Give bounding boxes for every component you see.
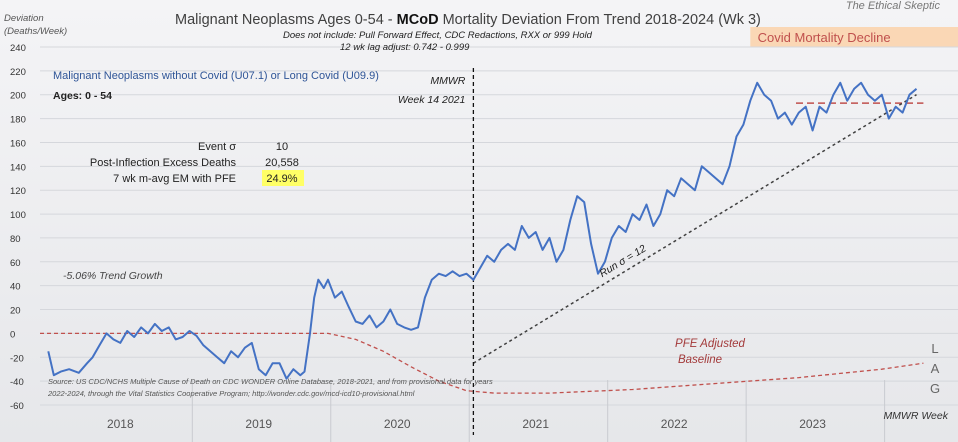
x-axis: 2018 2019 2020 2021 2022 2023 (107, 417, 826, 431)
covid-decline-banner (750, 27, 958, 47)
y-tick-label: -40 (10, 377, 24, 388)
y-tick-label: -20 (10, 353, 24, 364)
chart-subtitle-2: 12 wk lag adjust: 0.742 - 0.999 (340, 42, 470, 53)
x-axis-label: MMWR Week (883, 410, 948, 422)
y-tick-label: 180 (10, 115, 26, 126)
x-tick-label: 2022 (661, 417, 688, 431)
y-axis-label-1: Deviation (4, 13, 44, 24)
pfe-label-2: Baseline (678, 354, 722, 366)
x-tick-label: 2023 (799, 417, 826, 431)
x-tick-label: 2021 (522, 417, 549, 431)
watermark-text: The Ethical Skeptic (846, 0, 941, 12)
trend-growth-label: -5.06% Trend Growth (63, 270, 163, 282)
y-tick-label: 0 (10, 329, 15, 340)
y-axis: -60 -40 -20 0 20 40 60 80 100 120 140 160 180 200 220 2… (10, 43, 26, 412)
y-tick-label: 60 (10, 258, 21, 269)
y-tick-label: 160 (10, 138, 26, 149)
mmwr-label-1: MMWR (430, 75, 465, 87)
stats-table: Event σ 10 Post-Inflection Excess Deaths 20… (90, 141, 299, 185)
y-axis-label-2: (Deaths/Week) (4, 26, 67, 37)
stat-value: 24.9% (266, 173, 297, 185)
stat-label: Post-Inflection Excess Deaths (90, 157, 237, 169)
y-tick-label: 240 (10, 43, 26, 54)
y-tick-label: 40 (10, 282, 21, 293)
y-tick-label: 20 (10, 306, 21, 317)
y-tick-label: -60 (10, 401, 24, 412)
chart-title: Malignant Neoplasms Ages 0-54 - MCoD Mor… (175, 12, 761, 28)
ages-label: Ages: 0 - 54 (53, 90, 112, 102)
covid-decline-banner-label: Covid Mortality Decline (758, 30, 891, 45)
trend-baseline-line (40, 332, 924, 394)
chart-subtitle-1: Does not include: Pull Forward Effect, C… (283, 30, 593, 41)
chart-title-bold: MCoD (397, 12, 439, 28)
series-line-malignant-neoplasms (47, 81, 918, 380)
lag-letter: G (930, 381, 940, 396)
y-tick-label: 220 (10, 67, 26, 78)
x-tick-label: 2020 (384, 417, 411, 431)
lag-letters: LAG (930, 341, 940, 396)
lag-letter: A (931, 361, 940, 376)
stat-value: 10 (276, 141, 288, 153)
x-tick-label: 2018 (107, 417, 134, 431)
mmwr-label-2: Week 14 2021 (398, 94, 466, 106)
stat-label: 7 wk m-avg EM with PFE (113, 173, 236, 185)
source-note-1: Source: US CDC/NCHS Multiple Cause of De… (48, 377, 493, 386)
y-tick-label: 80 (10, 234, 21, 245)
stat-highlight-box (262, 170, 304, 186)
lag-letter: L (931, 341, 938, 356)
source-note-2: 2022-2024, through the Vital Statistics … (47, 389, 415, 398)
x-tick-label: 2019 (245, 417, 272, 431)
run-sigma-line (473, 94, 917, 364)
chart-title-prefix: Malignant Neoplasms Ages 0-54 - (175, 12, 397, 28)
y-tick-label: 120 (10, 186, 26, 197)
chart-title-suffix: Mortality Deviation From Trend 2018-2024… (439, 12, 761, 28)
y-tick-label: 140 (10, 162, 26, 173)
stat-value: 20,558 (265, 157, 299, 169)
pfe-label-1: PFE Adjusted (675, 338, 745, 350)
series-label: Malignant Neoplasms without Covid (U07.1… (53, 70, 379, 82)
y-tick-label: 200 (10, 91, 26, 102)
y-tick-label: 100 (10, 210, 26, 221)
gridlines (40, 46, 958, 442)
stat-label: Event σ (198, 141, 236, 153)
